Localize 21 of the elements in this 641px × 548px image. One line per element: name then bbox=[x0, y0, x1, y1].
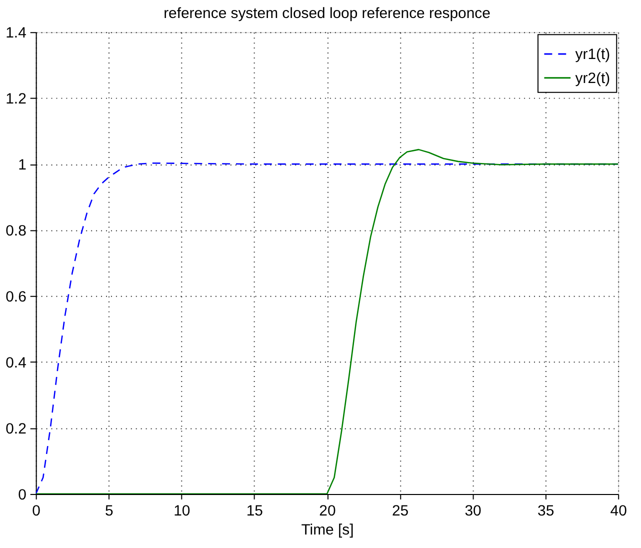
y-tick-label: 0.4 bbox=[6, 354, 26, 372]
x-axis-title: Time [s] bbox=[301, 521, 354, 538]
x-tick-label: 5 bbox=[104, 502, 114, 520]
legend-label: yr2(t) bbox=[575, 70, 610, 87]
chart-title: reference system closed loop reference responce bbox=[164, 5, 490, 22]
y-tick-label: 0.6 bbox=[6, 288, 26, 306]
y-tick-label: 0 bbox=[18, 486, 26, 504]
y-tick-label: 1.4 bbox=[6, 24, 26, 42]
x-tick-label: 15 bbox=[246, 502, 263, 520]
x-tick-label: 25 bbox=[392, 502, 409, 520]
x-tick-label: 0 bbox=[32, 502, 40, 520]
y-tick-label: 0.2 bbox=[6, 420, 26, 438]
y-tick-label: 1.2 bbox=[6, 90, 26, 108]
y-tick-label: 1 bbox=[18, 156, 26, 174]
x-tick-label: 40 bbox=[610, 502, 627, 520]
y-tick-label: 0.8 bbox=[6, 222, 26, 240]
x-tick-label: 20 bbox=[319, 502, 336, 520]
x-tick-label: 30 bbox=[464, 502, 482, 520]
legend-label: yr1(t) bbox=[575, 46, 610, 63]
x-tick-label: 35 bbox=[538, 502, 554, 520]
x-tick-label: 10 bbox=[174, 502, 190, 520]
